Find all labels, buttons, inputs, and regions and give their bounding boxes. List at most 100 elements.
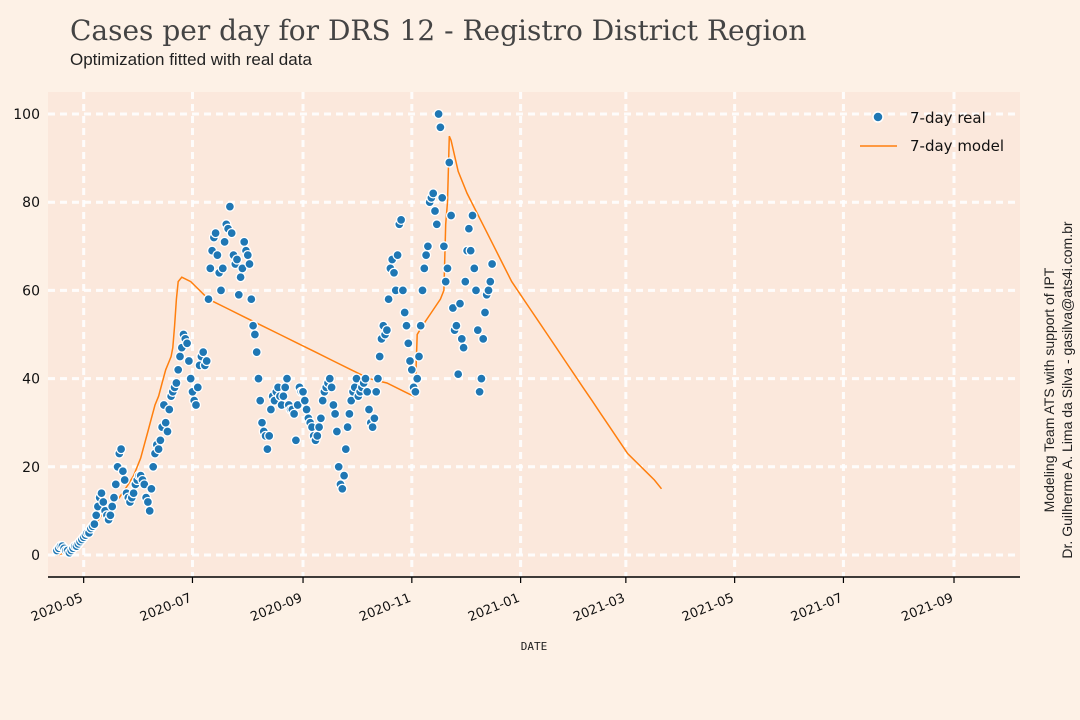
data-point	[98, 496, 109, 508]
data-point	[192, 382, 203, 393]
data-point	[403, 338, 414, 349]
x-tick-label: 2020-07	[138, 591, 194, 625]
data-point	[201, 355, 212, 367]
data-point	[244, 258, 255, 270]
data-point	[181, 338, 193, 349]
data-point	[486, 258, 498, 270]
data-point	[153, 443, 164, 455]
data-point	[392, 249, 403, 261]
data-point	[431, 219, 442, 230]
data-point	[264, 430, 275, 442]
data-point	[299, 395, 310, 406]
data-point	[198, 346, 209, 358]
y-tick-label: 80	[22, 195, 40, 211]
data-point	[413, 351, 425, 362]
data-point	[404, 355, 416, 367]
plot-area	[48, 92, 1020, 577]
data-point	[326, 382, 337, 393]
data-point	[467, 210, 478, 221]
data-point	[174, 351, 186, 362]
data-point	[278, 391, 289, 402]
data-point	[281, 373, 293, 384]
data-point	[317, 395, 328, 406]
data-point	[224, 201, 236, 212]
data-point	[312, 430, 323, 442]
data-point	[233, 289, 244, 300]
data-point	[215, 285, 227, 296]
data-point	[397, 285, 409, 296]
data-point	[445, 210, 457, 221]
data-point	[328, 399, 339, 411]
data-point	[363, 404, 375, 415]
grid	[48, 92, 1020, 577]
data-point	[205, 263, 216, 274]
data-point	[255, 395, 266, 406]
y-axis: 0 20 40 60 80 100	[13, 107, 40, 564]
data-point	[315, 413, 327, 424]
data-point	[338, 470, 350, 481]
data-point	[297, 386, 309, 397]
data-point	[456, 333, 467, 345]
data-point	[239, 236, 250, 248]
legend: 7-day real 7-day model	[860, 109, 1004, 155]
x-tick-label: 2020-09	[249, 591, 305, 625]
data-point	[415, 320, 426, 331]
data-point	[337, 483, 348, 494]
data-point	[412, 373, 423, 384]
data-point	[470, 285, 482, 296]
data-point	[474, 386, 485, 397]
data-point	[333, 461, 344, 472]
y-tick-label: 20	[22, 460, 40, 476]
data-point	[115, 443, 127, 455]
y-tick-label: 100	[13, 107, 40, 123]
data-point	[217, 263, 228, 274]
data-point	[422, 241, 434, 252]
data-point	[288, 408, 300, 420]
data-point	[442, 263, 453, 274]
data-point	[460, 276, 471, 287]
data-point	[360, 373, 371, 384]
data-point	[444, 157, 455, 168]
y-tick-label: 60	[22, 283, 40, 299]
data-point	[367, 421, 378, 433]
credits-line-1: Modeling Team ATS with support of IPT	[1041, 267, 1057, 513]
data-point	[162, 426, 173, 437]
data-point	[235, 272, 246, 283]
data-point	[420, 249, 432, 261]
data-point	[369, 413, 380, 424]
data-point	[290, 435, 302, 446]
data-point	[372, 373, 384, 384]
legend-label-model: 7-day model	[910, 137, 1004, 155]
data-point	[342, 421, 353, 433]
x-tick-label: 2021-05	[680, 591, 736, 625]
x-tick-label: 2021-07	[789, 591, 845, 625]
data-point	[301, 404, 312, 415]
data-point	[117, 466, 129, 477]
data-point	[146, 483, 157, 494]
data-point	[381, 324, 393, 336]
data-point	[280, 382, 291, 393]
data-point	[433, 108, 444, 120]
data-point	[453, 369, 464, 380]
data-point	[265, 404, 277, 415]
x-tick-label: 2021-01	[466, 591, 522, 625]
data-point	[476, 373, 487, 384]
data-point	[371, 386, 382, 397]
data-point	[458, 342, 469, 353]
data-point	[410, 386, 421, 397]
data-point	[388, 267, 400, 278]
data-point	[465, 245, 476, 256]
data-point	[108, 492, 120, 503]
data-point	[190, 399, 202, 411]
data-point	[160, 417, 171, 428]
credits: Modeling Team ATS with support of IPT Dr…	[1040, 221, 1076, 558]
data-point	[128, 488, 139, 499]
data-point	[383, 294, 394, 305]
data-point	[105, 510, 116, 521]
data-point	[438, 241, 450, 252]
data-point	[451, 320, 462, 331]
data-point	[429, 205, 441, 217]
chart-title: Cases per day for DRS 12 - Registro Dist…	[70, 14, 807, 47]
x-tick-label: 2020-11	[357, 591, 413, 625]
data-point	[478, 333, 489, 345]
